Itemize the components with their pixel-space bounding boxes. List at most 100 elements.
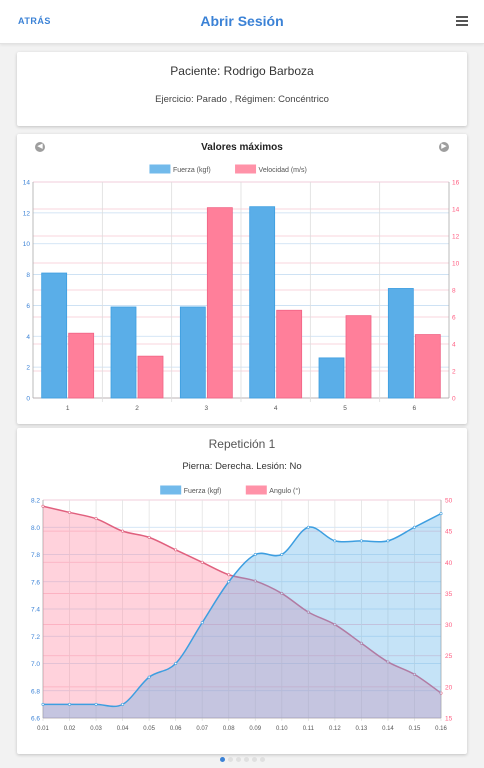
point-fuerza xyxy=(306,525,310,529)
x-tick: 4 xyxy=(274,405,278,412)
point-fuerza xyxy=(94,702,98,706)
repetition-title: Repetición 1 xyxy=(208,437,276,451)
y-tick-right: 10 xyxy=(452,261,460,268)
legend-label: Fuerza (kgf) xyxy=(173,167,211,174)
x-tick: 0.07 xyxy=(196,726,208,732)
x-tick: 0.14 xyxy=(382,726,394,732)
x-tick: 6 xyxy=(413,405,417,412)
bar-velocidad xyxy=(414,334,441,399)
x-tick: 0.09 xyxy=(249,726,261,732)
y-tick-right: 16 xyxy=(452,180,460,187)
x-tick: 5 xyxy=(343,405,347,412)
menu-icon[interactable] xyxy=(456,16,468,26)
y-tick-right: 12 xyxy=(452,234,460,241)
x-tick: 0.03 xyxy=(90,726,102,732)
pager-dot[interactable] xyxy=(219,757,225,762)
x-tick: 0.06 xyxy=(170,726,182,732)
pager-dot[interactable] xyxy=(243,757,249,762)
point-angulo xyxy=(121,529,125,533)
repetition-subtitle: Pierna: Derecha. Lesión: No xyxy=(182,461,302,472)
x-tick: 0.05 xyxy=(143,726,155,732)
y-tick-left: 8.0 xyxy=(31,525,40,532)
y-tick-right: 45 xyxy=(445,529,453,536)
bar-fuerza xyxy=(249,206,276,399)
y-tick-left: 7.8 xyxy=(31,552,40,559)
max-chart-title: Valores máximos xyxy=(201,142,283,153)
repetition-card: Repetición 1 Pierna: Derecha. Lesión: No… xyxy=(17,428,467,754)
y-tick-left: 12 xyxy=(23,210,31,217)
y-tick-right: 6 xyxy=(452,315,456,322)
area-fuerza xyxy=(43,513,441,718)
pager-dot[interactable] xyxy=(251,757,257,762)
pager-dot[interactable] xyxy=(235,757,241,762)
repetition-chart: Fuerza (kgf) Angulo (°) 6.6 6.8 7.0 7.2 7.4 7.6… xyxy=(31,485,453,732)
point-fuerza xyxy=(253,553,257,557)
next-arrow-icon[interactable]: ▶ xyxy=(439,142,449,152)
point-angulo xyxy=(386,660,390,664)
y-tick-right: 0 xyxy=(452,396,456,403)
y-tick-left: 2 xyxy=(26,365,30,372)
point-angulo xyxy=(359,641,363,645)
y-tick-right: 20 xyxy=(445,684,453,691)
bar-fuerza xyxy=(318,357,345,399)
top-bar: ATRÁS Abrir Sesión xyxy=(0,0,484,44)
max-values-card: ◀ Valores máximos ▶ Fuerza (kgf) Velocida… xyxy=(17,134,467,424)
y-tick-right: 14 xyxy=(452,207,460,214)
point-angulo xyxy=(174,548,178,552)
y-tick-left: 6.8 xyxy=(31,688,40,695)
point-angulo xyxy=(412,672,416,676)
point-fuerza xyxy=(147,675,151,679)
y-tick-left: 0 xyxy=(26,396,30,403)
point-angulo xyxy=(147,535,151,539)
bar-fuerza xyxy=(179,306,206,399)
x-tick: 0.10 xyxy=(276,726,288,732)
y-tick-left: 7.2 xyxy=(31,634,40,641)
x-tick: 0.11 xyxy=(303,726,315,732)
point-angulo xyxy=(439,691,443,695)
pager-dot[interactable] xyxy=(227,757,233,762)
x-tick: 0.15 xyxy=(409,726,421,732)
legend-swatch xyxy=(149,164,171,174)
bar-fuerza xyxy=(387,288,414,399)
line-fuerza xyxy=(43,512,442,708)
bar-velocidad xyxy=(276,309,303,399)
point-fuerza xyxy=(227,580,231,584)
prev-arrow-icon[interactable]: ◀ xyxy=(35,142,45,152)
point-angulo xyxy=(200,560,204,564)
point-fuerza xyxy=(333,539,337,543)
point-angulo xyxy=(253,579,257,583)
back-button[interactable]: ATRÁS xyxy=(18,16,51,26)
legend-label: Velocidad (m/s) xyxy=(259,167,307,174)
max-values-chart: Fuerza (kgf) Velocidad (m/s)0246810121402… xyxy=(23,164,460,412)
y-tick-right: 35 xyxy=(445,591,453,598)
x-tick: 1 xyxy=(66,405,70,412)
pager-dots xyxy=(0,749,484,762)
pager-dot[interactable] xyxy=(259,757,265,762)
y-tick-left: 7.6 xyxy=(31,579,40,586)
patient-name: Paciente: Rodrigo Barboza xyxy=(170,64,314,78)
y-tick-right: 25 xyxy=(445,653,453,660)
point-fuerza xyxy=(412,525,416,529)
x-tick: 0.02 xyxy=(64,726,76,732)
area-angulo xyxy=(43,506,441,718)
x-tick: 0.13 xyxy=(356,726,368,732)
y-tick-right: 30 xyxy=(445,622,453,629)
y-tick-right: 15 xyxy=(445,716,453,723)
x-tick: 3 xyxy=(205,405,209,412)
x-tick: 0.08 xyxy=(223,726,235,732)
point-fuerza xyxy=(359,539,363,543)
point-fuerza xyxy=(200,621,204,625)
bar-velocidad xyxy=(206,207,233,399)
y-tick-left: 4 xyxy=(26,334,30,341)
point-fuerza xyxy=(439,512,443,516)
point-angulo xyxy=(41,504,45,508)
x-tick: 0.12 xyxy=(329,726,341,732)
bar-fuerza xyxy=(41,272,68,399)
x-tick: 0.01 xyxy=(37,726,49,732)
point-fuerza xyxy=(68,702,72,706)
legend-swatch xyxy=(235,164,257,174)
legend-label: Angulo (°) xyxy=(269,487,300,495)
point-fuerza xyxy=(41,702,45,706)
y-tick-right: 4 xyxy=(452,342,456,349)
y-tick-left: 7.4 xyxy=(31,607,40,614)
